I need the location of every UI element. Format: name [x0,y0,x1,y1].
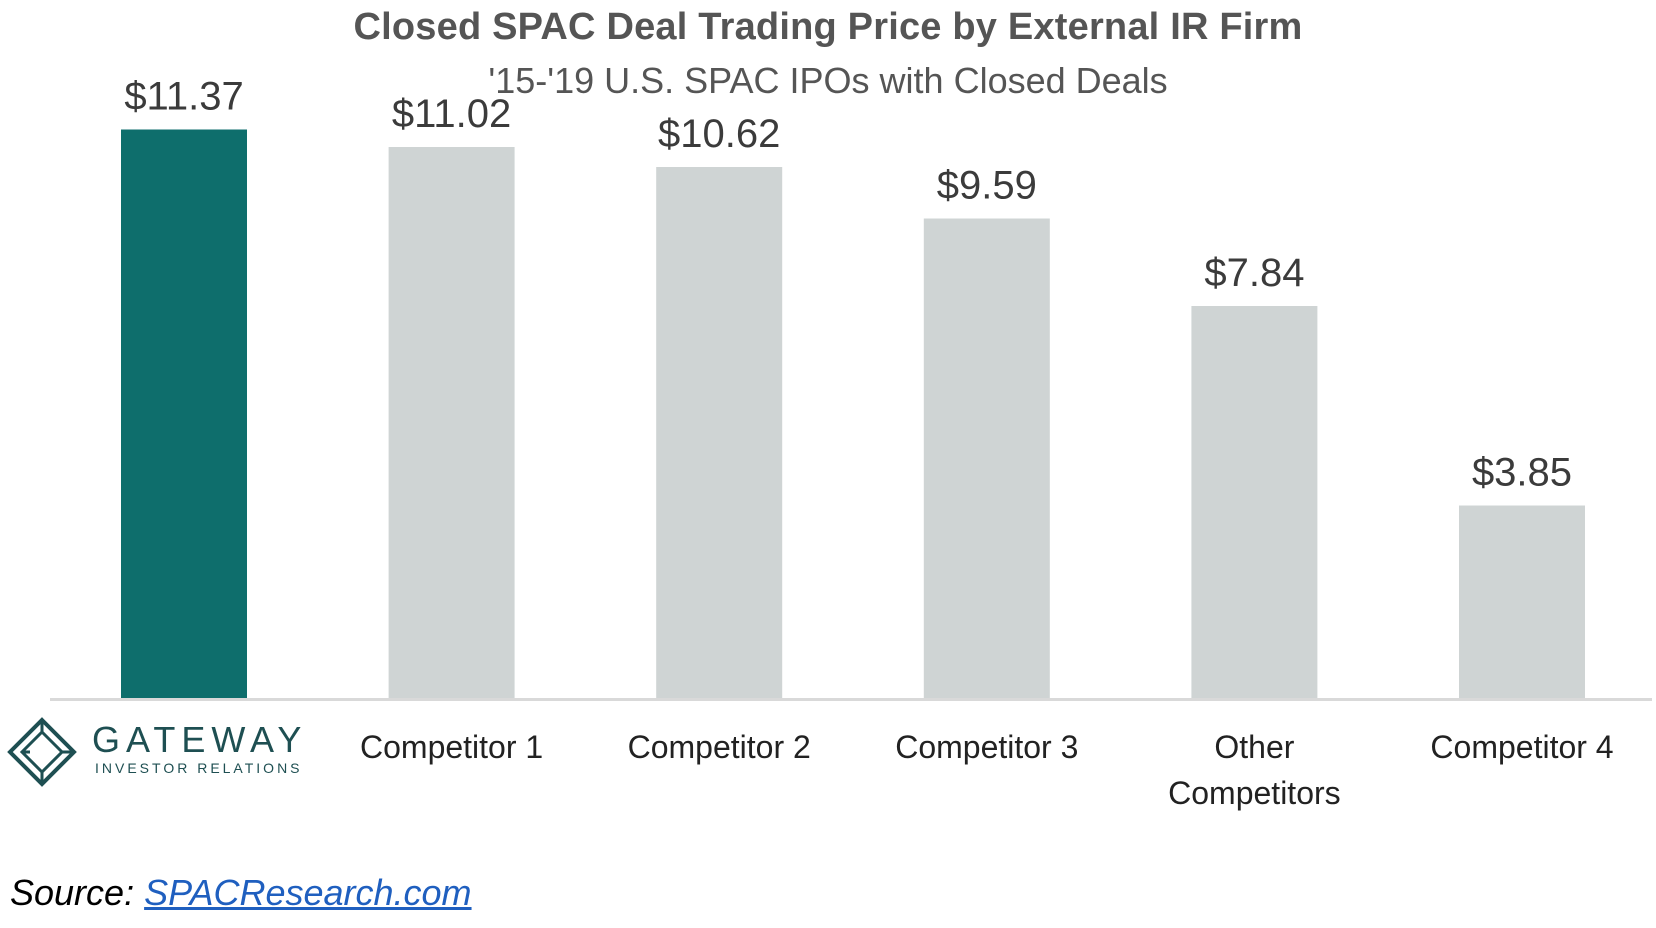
chart-title: Closed SPAC Deal Trading Price by Extern… [353,6,1303,48]
value-label-1: $11.37 [124,75,243,119]
bar-1 [121,129,247,698]
value-label-3: $10.62 [658,112,780,156]
gateway-logo: GATEWAY INVESTOR RELATIONS [7,717,307,787]
value-label-6: $3.85 [1472,451,1572,495]
category-label-5-line-2: Competitors [1168,775,1341,811]
bar-4 [923,218,1050,698]
logo-wordmark: GATEWAY [92,719,307,760]
value-label-2: $11.02 [392,92,511,136]
category-label-2: Competitor 1 [360,729,543,765]
chart-subtitle: '15-'19 U.S. SPAC IPOs with Closed Deals [488,60,1168,101]
category-label-6: Competitor 4 [1430,729,1613,765]
source-note: Source: SPACResearch.com [10,872,472,914]
value-label-5: $7.84 [1204,251,1304,295]
bar-2 [388,147,515,698]
bar-6 [1459,505,1585,698]
source-link[interactable]: SPACResearch.com [144,872,472,913]
category-label-4: Competitor 3 [895,729,1078,765]
diamond-logo-icon [7,717,77,787]
bar-3 [656,167,783,698]
source-label: Source: [10,872,135,913]
logo-tagline: INVESTOR RELATIONS [95,760,303,776]
value-label-4: $9.59 [937,164,1037,208]
category-label-3: Competitor 2 [628,729,811,765]
bar-5 [1191,306,1318,698]
category-label-5-line-1: Other [1214,729,1294,765]
